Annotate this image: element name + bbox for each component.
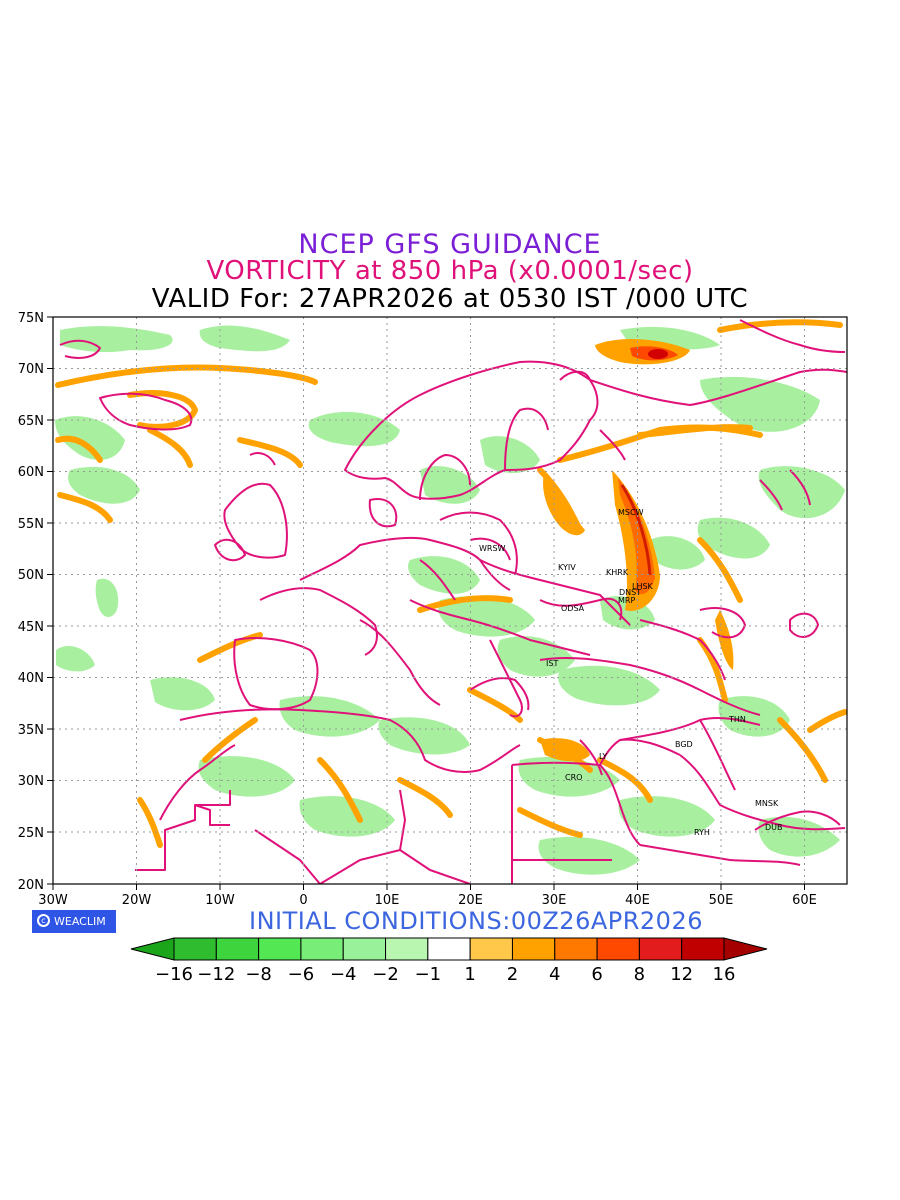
- weaclim-logo: c WEACLIM: [32, 910, 116, 933]
- chart-title: NCEP GFS GUIDANCE: [298, 229, 602, 260]
- valid-time: VALID For: 27APR2026 at 0530 IST /000 UT…: [151, 284, 749, 314]
- colorbar-box: [215, 937, 260, 961]
- city-label: KYIV: [558, 563, 576, 572]
- lon-label: 0: [299, 893, 307, 908]
- colorbar-boxes: [173, 937, 725, 961]
- colorbar-label: 1: [464, 964, 475, 985]
- city-label: MSCW: [618, 508, 644, 517]
- city-label: THN: [728, 715, 746, 724]
- city-label: WRSW: [479, 544, 506, 553]
- colorbar-label: −16: [155, 964, 193, 985]
- colorbar-box: [469, 937, 513, 961]
- lon-label: 30W: [38, 893, 68, 908]
- colorbar-label: 4: [549, 964, 560, 985]
- colorbar-box: [511, 937, 556, 961]
- city-label: MNSK: [755, 799, 779, 808]
- lat-label: 35N: [18, 723, 44, 738]
- colorbar-label: −12: [197, 964, 235, 985]
- city-label: LHSK: [632, 582, 654, 591]
- colorbar-label: −4: [330, 964, 357, 985]
- latitude-labels: 75N 70N 65N 60N 55N 50N 45N 40N 35N 30N …: [18, 311, 44, 893]
- lat-label: 65N: [18, 414, 44, 429]
- positive-vorticity-bands: [55, 319, 847, 848]
- colorbar-label: 16: [713, 964, 736, 985]
- colorbar-label: −6: [288, 964, 315, 985]
- colorbar-label: −8: [245, 964, 272, 985]
- colorbar-label: 12: [670, 964, 693, 985]
- lat-label: 75N: [18, 311, 44, 326]
- city-label: KHRK: [606, 568, 629, 577]
- lat-label: 55N: [18, 517, 44, 532]
- city-label: RYH: [694, 828, 710, 837]
- lat-label: 30N: [18, 774, 44, 789]
- city-label: DNST: [619, 588, 641, 597]
- colorbar-max-arrow: [723, 937, 768, 961]
- initial-conditions: INITIAL CONDITIONS:00Z26APR2026: [249, 907, 703, 935]
- country-borders: [59, 319, 847, 884]
- lat-label: 40N: [18, 671, 44, 686]
- logo-text: WEACLIM: [54, 915, 106, 928]
- city-label: CRO: [565, 773, 582, 782]
- colorbar-box: [596, 937, 640, 961]
- colorbar-box: [385, 937, 429, 961]
- colorbar-box: [554, 937, 598, 961]
- lon-label: 50E: [709, 893, 734, 908]
- colorbar-labels: −16 −12 −8 −6 −4 −2 −1 1 2 4 6 8 12 16: [155, 964, 735, 985]
- map-area: MSCW WRSW KYIV KHRK LHSK DNST MRP ODSA I…: [53, 317, 847, 884]
- colorbar-box: [638, 937, 683, 961]
- city-label: LY: [599, 752, 607, 761]
- city-label: DUB: [765, 823, 783, 832]
- lon-label: 20W: [122, 893, 152, 908]
- lat-label: 70N: [18, 362, 44, 377]
- chart-subtitle: VORTICITY at 850 hPa (x0.0001/sec): [206, 256, 694, 286]
- colorbar: −16 −12 −8 −6 −4 −2 −1 1 2 4 6 8 12 16: [130, 937, 768, 985]
- city-label: BGD: [675, 740, 693, 749]
- negative-vorticity-areas: [55, 325, 845, 875]
- lon-label: 10E: [375, 893, 400, 908]
- lon-label: 30E: [542, 893, 567, 908]
- city-label: IST: [546, 659, 558, 668]
- lat-lon-grid: [53, 317, 847, 884]
- lat-label: 60N: [18, 465, 44, 480]
- colorbar-label: 2: [507, 964, 518, 985]
- colorbar-box: [300, 937, 344, 961]
- colorbar-box: [258, 937, 302, 961]
- longitude-labels: 30W 20W 10W 0 10E 20E 30E 40E 50E 60E: [38, 893, 817, 908]
- lat-label: 45N: [18, 620, 44, 635]
- lon-label: 60E: [792, 893, 817, 908]
- lon-label: 20E: [458, 893, 483, 908]
- copyright-icon: c: [37, 914, 50, 927]
- colorbar-label: 8: [634, 964, 645, 985]
- lat-label: 50N: [18, 568, 44, 583]
- colorbar-box: [427, 937, 471, 961]
- colorbar-label: −2: [372, 964, 399, 985]
- colorbar-box: [681, 937, 725, 961]
- lat-label: 25N: [18, 826, 44, 841]
- lat-label: 20N: [18, 878, 44, 893]
- map-frame: [52, 316, 848, 885]
- colorbar-box: [173, 937, 217, 961]
- city-labels: MSCW WRSW KYIV KHRK LHSK DNST MRP ODSA I…: [479, 508, 783, 837]
- colorbar-min-arrow: [130, 937, 175, 961]
- city-label: MRP: [618, 596, 635, 605]
- colorbar-label: 6: [591, 964, 602, 985]
- city-label: ODSA: [561, 604, 585, 613]
- lon-label: 40E: [625, 893, 650, 908]
- lon-label: 10W: [205, 893, 235, 908]
- colorbar-box: [342, 937, 387, 961]
- axis-ticks: [47, 316, 805, 890]
- colorbar-label: −1: [415, 964, 442, 985]
